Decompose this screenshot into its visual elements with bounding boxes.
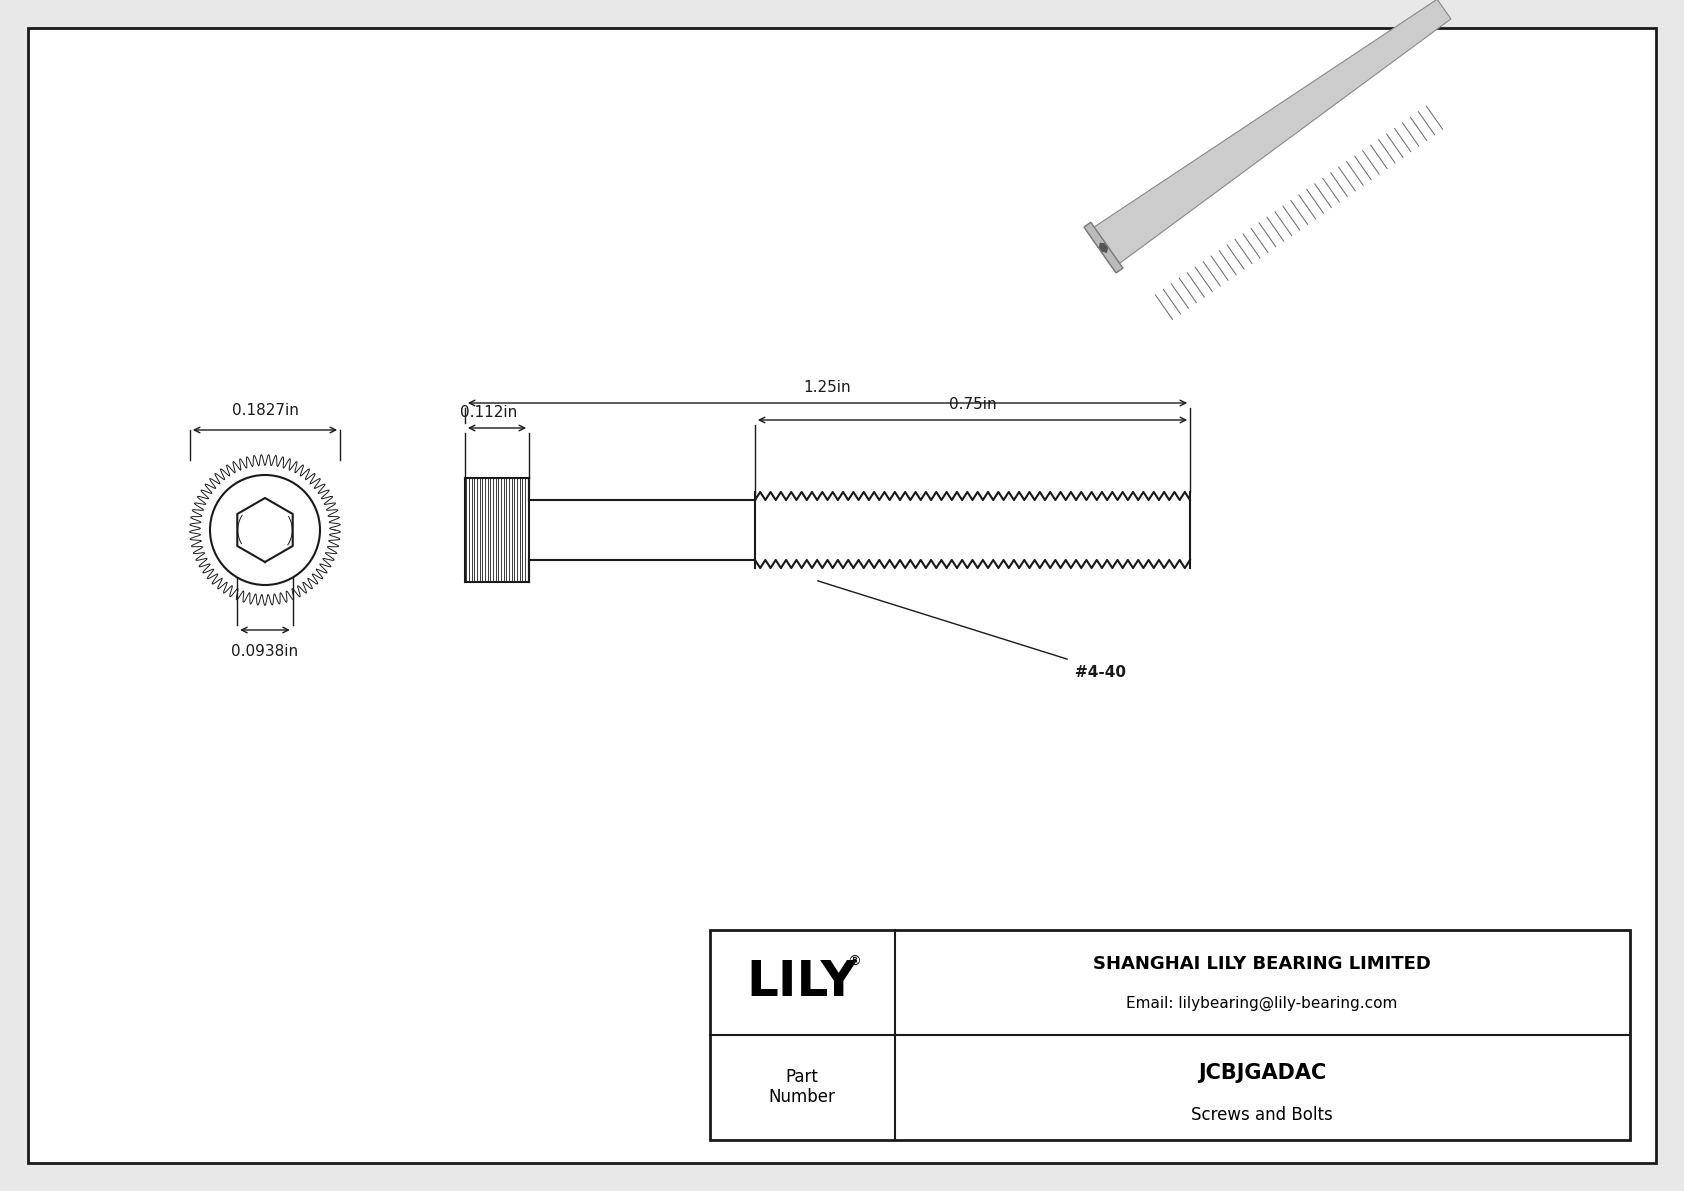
Text: LILY: LILY	[746, 958, 857, 1006]
Bar	[711, 930, 1630, 1140]
Text: JCBJGADAC: JCBJGADAC	[1197, 1062, 1325, 1083]
Text: 0.0938in: 0.0938in	[231, 644, 298, 659]
Text: Part
Number: Part Number	[768, 1067, 835, 1106]
Text: Screws and Bolts: Screws and Bolts	[1191, 1105, 1332, 1124]
Text: SHANGHAI LILY BEARING LIMITED: SHANGHAI LILY BEARING LIMITED	[1093, 955, 1431, 973]
Text: 0.112in: 0.112in	[460, 405, 517, 420]
Text: ®: ®	[847, 955, 861, 969]
Circle shape	[210, 475, 320, 585]
Text: Email: lilybearing@lily-bearing.com: Email: lilybearing@lily-bearing.com	[1127, 996, 1398, 1011]
Text: 0.75in: 0.75in	[948, 397, 997, 412]
Polygon shape	[1088, 0, 1452, 268]
Text: 0.1827in: 0.1827in	[232, 403, 298, 418]
Text: #4-40: #4-40	[1074, 665, 1127, 680]
Polygon shape	[1084, 223, 1123, 273]
Text: 1.25in: 1.25in	[803, 380, 852, 395]
Polygon shape	[1100, 243, 1106, 251]
